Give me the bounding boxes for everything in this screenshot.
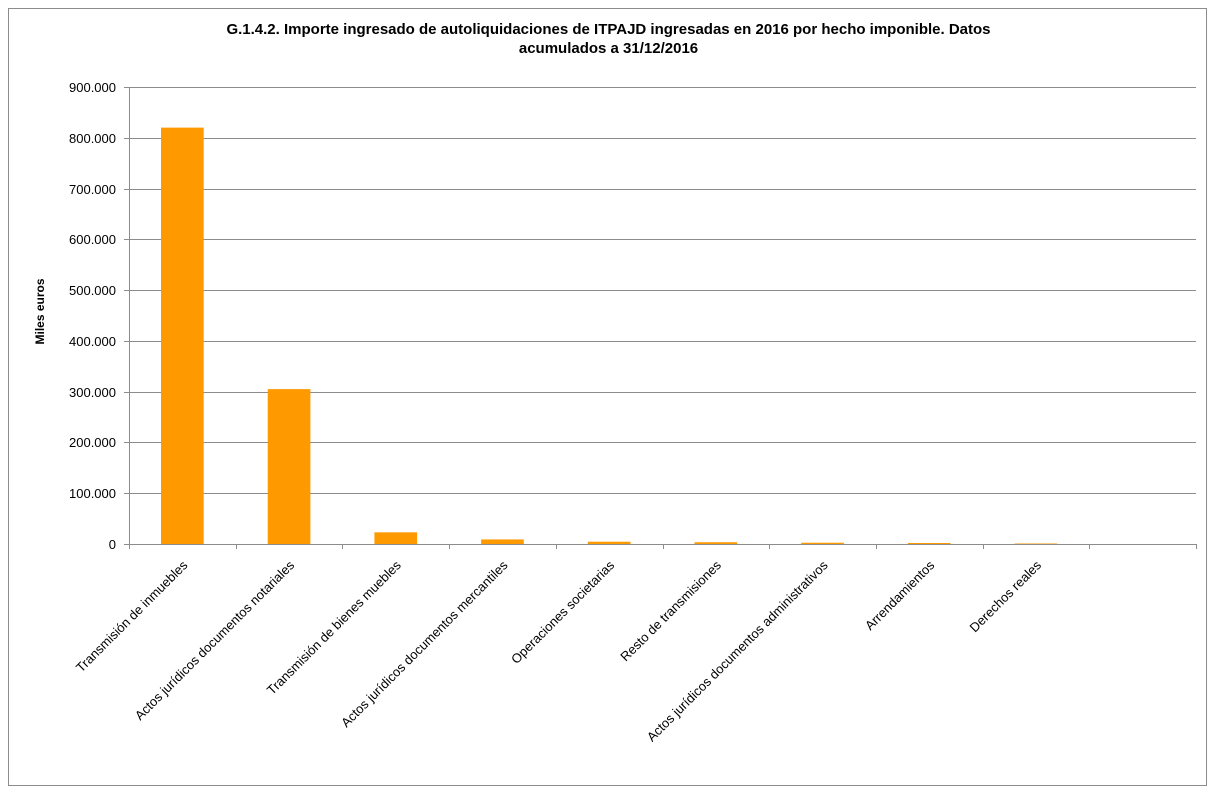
bar (374, 532, 418, 544)
x-tick-labels: Transmisión de inmuebles Actos jurídicos … (73, 557, 1045, 744)
y-tick-label: 900.000 (69, 80, 116, 95)
bar (694, 542, 738, 544)
x-tick-label: Actos jurídicos documentos mercantiles (338, 557, 511, 730)
bar (907, 542, 951, 544)
x-tick-label: Derechos reales (967, 557, 1045, 635)
bar (267, 389, 311, 544)
x-tick-label: Transmisión de inmuebles (73, 557, 191, 675)
chart-title-line1: G.1.4.2. Importe ingresado de autoliquid… (226, 21, 991, 38)
bar (481, 539, 524, 544)
y-tick-label: 300.000 (69, 385, 116, 400)
y-tick-label: 800.000 (69, 131, 116, 146)
y-tick-label: 500.000 (69, 283, 116, 298)
chart-title-line2: acumulados a 31/12/2016 (518, 40, 699, 57)
x-tick-label: Operaciones societarias (508, 557, 618, 667)
chart-frame (8, 8, 1207, 786)
y-tick-label: 200.000 (69, 435, 116, 450)
y-tick-label: 400.000 (69, 334, 116, 349)
bar (1014, 543, 1058, 545)
y-tick-label: 600.000 (69, 232, 116, 247)
y-tick-label: 0 (109, 537, 116, 552)
x-tick-label: Resto de transmisiones (617, 557, 724, 664)
chart-title: G.1.4.2. Importe ingresado de autoliquid… (0, 20, 1217, 58)
x-tick-label: Arrendamientos (862, 557, 938, 633)
bar (161, 127, 204, 544)
y-tick-labels: 0 100.000 200.000 300.000 400.000 500.000 600.… (69, 80, 116, 552)
x-tick-label: Actos jurídicos documentos administrativ… (644, 557, 831, 744)
bar (587, 541, 631, 544)
bars (161, 127, 1058, 545)
y-axis-label: Miles euros (33, 278, 47, 344)
y-tick-label: 100.000 (69, 486, 116, 501)
bar (801, 542, 844, 544)
y-tick-label: 700.000 (69, 182, 116, 197)
